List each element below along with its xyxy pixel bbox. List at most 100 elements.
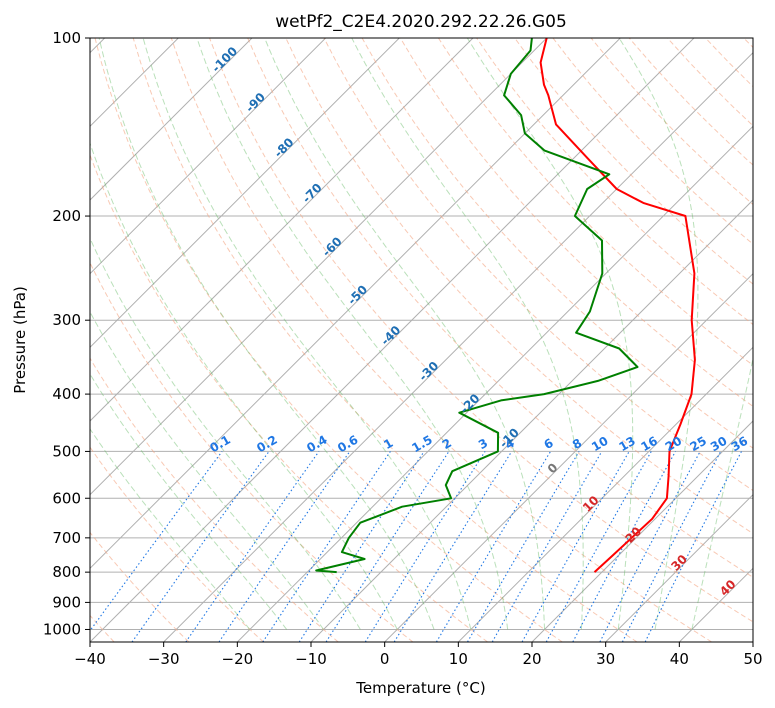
isotherm-gridline — [90, 38, 253, 201]
x-tick-label: 50 — [743, 650, 762, 668]
isotherm-label: -80 — [271, 135, 296, 160]
mixing-ratio-line — [621, 451, 722, 642]
dry-adiabat — [437, 38, 753, 366]
isotherm-gridline — [90, 38, 327, 275]
mixing-ratio-line — [298, 451, 425, 642]
dry-adiabat — [323, 38, 753, 492]
mixing-ratio-line — [185, 451, 320, 642]
y-tick-label: 900 — [52, 593, 81, 611]
mixing-ratio-label: 0.2 — [254, 433, 279, 456]
dry-adiabat — [705, 38, 753, 88]
y-tick-label: 300 — [52, 311, 81, 329]
isotherm-label: -40 — [378, 323, 403, 348]
isotherm-gridline — [90, 38, 401, 349]
moist-adiabat — [691, 356, 753, 630]
isotherm-gridline — [90, 38, 622, 570]
isotherm-gridline — [605, 493, 753, 642]
mixing-ratio-line — [644, 451, 742, 642]
x-tick-label: −20 — [222, 650, 254, 668]
isotherm-label: 10 — [580, 493, 602, 515]
y-tick-label: 100 — [52, 29, 81, 47]
mixing-ratio-line — [393, 451, 513, 642]
isotherm-gridline — [90, 38, 695, 642]
grid-lines — [90, 38, 753, 642]
isotherm-gridline — [90, 38, 474, 422]
isotherm-label: -90 — [243, 90, 268, 115]
mixing-ratio-line — [262, 451, 391, 642]
x-tick-label: −30 — [148, 650, 180, 668]
mixing-ratio-line — [521, 451, 630, 642]
x-tick-label: 0 — [380, 650, 390, 668]
dry-adiabat — [209, 38, 753, 623]
dry-adiabat — [90, 261, 414, 642]
mixing-ratio-line — [599, 451, 701, 642]
moist-adiabat — [196, 38, 509, 630]
y-tick-label: 200 — [52, 207, 81, 225]
x-tick-label: 20 — [522, 650, 541, 668]
mixing-ratio-line — [131, 451, 270, 642]
x-axis-label: Temperature (°C) — [355, 679, 485, 697]
x-tick-label: 10 — [449, 650, 468, 668]
x-tick-label: 40 — [670, 650, 689, 668]
dewpoint-line — [315, 38, 639, 574]
mixing-ratio-label: 6 — [541, 436, 555, 452]
mixing-ratio-label: 0.6 — [335, 433, 360, 456]
mixing-ratio-line — [467, 451, 580, 642]
moist-adiabat — [98, 38, 435, 630]
moist-adiabat — [264, 38, 545, 630]
isotherm-gridline — [310, 199, 753, 642]
mixing-ratio-line — [545, 451, 652, 642]
temperature-line — [539, 38, 696, 573]
moist-adiabat — [351, 38, 584, 630]
plot-frame — [89, 37, 754, 643]
dry-adiabat — [94, 38, 563, 642]
y-tick-label: 700 — [52, 529, 81, 547]
isotherm-label: -70 — [300, 181, 325, 206]
dry-adiabat — [90, 153, 488, 642]
isotherm-label: 0 — [545, 460, 561, 476]
moist-adiabat — [90, 427, 251, 630]
y-tick-label: 1000 — [43, 620, 81, 638]
moist-adiabats — [90, 38, 753, 630]
y-tick-label: 600 — [52, 489, 81, 507]
isotherm-label: 40 — [717, 577, 739, 599]
y-axis-label: Pressure (hPa) — [11, 286, 29, 394]
dry-adiabat — [132, 38, 638, 642]
mixing-ratio-label: 3 — [476, 436, 490, 452]
mixing-ratio-label: 0.4 — [304, 433, 329, 456]
isotherm-gridline — [384, 272, 753, 642]
x-axis-ticks: −40 −30 −20 −10 0 10 20 30 40 50 — [74, 642, 763, 668]
moist-adiabat — [90, 141, 398, 630]
dry-adiabat — [90, 446, 264, 642]
moist-adiabat — [90, 373, 288, 630]
isotherm-gridline — [531, 420, 753, 642]
isopleth-labels: 0.1 0.2 0.4 0.6 1 1.5 2 3 4 6 8 10 13 16 20 25 30 36-100-… — [207, 44, 750, 599]
moist-adiabat — [618, 38, 699, 630]
y-axis-ticks: 100 200 300 400 500 600 700 800 900 1000 — [43, 29, 90, 638]
dry-adiabat — [170, 38, 712, 642]
isotherm-gridline — [90, 38, 548, 496]
chart-title: wetPf2_C2E4.2020.292.22.26.G05 — [275, 12, 567, 32]
isotherm-label: -50 — [345, 282, 370, 307]
isotherm-label: -60 — [320, 234, 345, 259]
dry-adiabat — [743, 38, 753, 49]
x-tick-label: −40 — [74, 650, 106, 668]
dry-adiabat — [247, 38, 753, 578]
mixing-ratio-line — [90, 451, 223, 632]
y-tick-label: 800 — [52, 563, 81, 581]
mixing-ratio-line — [325, 451, 450, 642]
dry-adiabat — [667, 38, 753, 127]
profile-series — [315, 38, 696, 574]
mixing-ratio-label: 2 — [440, 436, 454, 452]
isotherm-gridline — [90, 38, 180, 128]
mixing-ratio-line — [218, 451, 351, 642]
mixing-ratio-lines — [90, 451, 742, 642]
mixing-ratio-label: 1 — [381, 436, 395, 452]
isotherm-label: -100 — [209, 44, 240, 75]
isotherm-gridline — [163, 51, 753, 642]
isotherm-label: -30 — [416, 359, 441, 384]
dry-adiabat — [590, 38, 753, 206]
dry-adiabat — [552, 38, 753, 245]
y-tick-label: 500 — [52, 442, 81, 460]
x-tick-label: −10 — [295, 650, 327, 668]
